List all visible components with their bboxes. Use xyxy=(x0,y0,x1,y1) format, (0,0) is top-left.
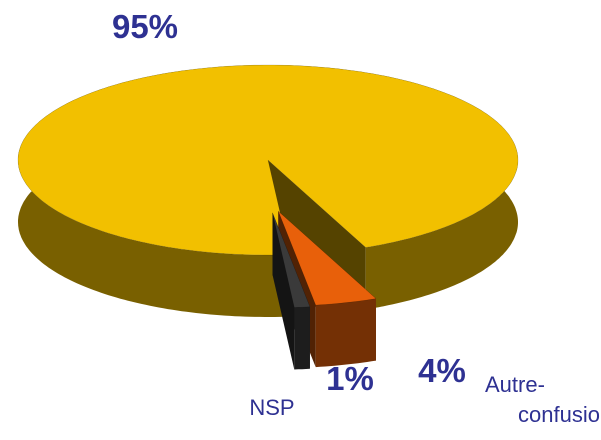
category-label: Autre-confusion xyxy=(485,372,601,427)
value-label: 4% xyxy=(418,352,466,389)
category-label: NSP xyxy=(249,395,294,420)
category-line: Autre- xyxy=(485,372,545,397)
slice-wall xyxy=(272,212,295,370)
slice xyxy=(272,212,311,308)
slice xyxy=(17,64,519,256)
value-label: 95% xyxy=(112,8,178,45)
slice-side xyxy=(294,306,310,370)
category-line: confusion xyxy=(518,402,601,427)
value-label: 1% xyxy=(326,360,374,397)
slice-side xyxy=(315,298,376,368)
slice xyxy=(278,211,377,306)
